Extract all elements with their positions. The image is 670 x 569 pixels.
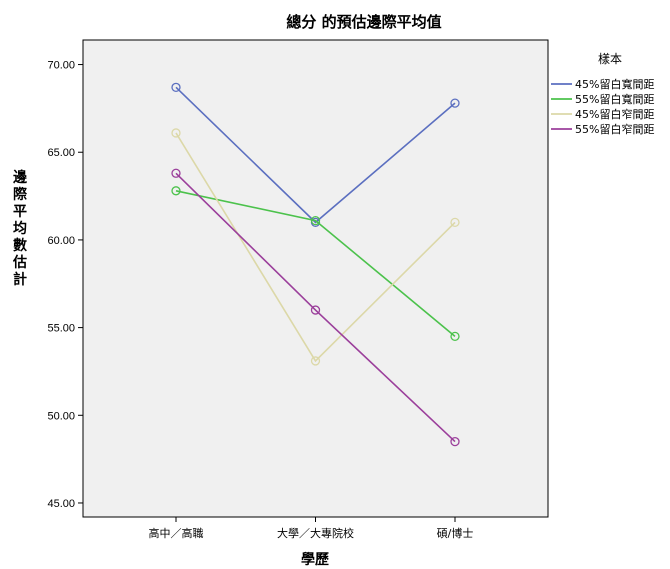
series-1: [171, 82, 460, 228]
series-2: [171, 186, 460, 342]
series-4: [171, 168, 460, 447]
legend-label: 55%留白窄間距: [575, 122, 654, 136]
y-axis-title: 邊際平均數估計: [12, 169, 28, 288]
data-point: [171, 168, 181, 178]
data-point: [171, 128, 181, 138]
data-point: [450, 217, 460, 228]
series-layer: [171, 82, 460, 447]
x-axis: 高中／高職 大學／大專院校 碩/博士: [149, 517, 474, 540]
legend-item: 45%留白窄間距: [551, 107, 654, 121]
series-line: [175, 132, 456, 363]
x-tick-label: 碩/博士: [437, 527, 474, 540]
data-point: [310, 305, 321, 315]
series-3: [171, 128, 460, 366]
series-line: [175, 190, 456, 337]
y-tick-label: 65.00: [47, 147, 75, 159]
legend-label: 55%留白寬間距: [575, 92, 654, 106]
legend-title: 樣本: [598, 51, 622, 66]
y-tick-label: 70.00: [47, 60, 75, 72]
data-point: [171, 82, 181, 92]
series-line: [175, 172, 456, 443]
data-point: [171, 186, 181, 196]
y-tick-label: 55.00: [47, 323, 75, 335]
x-tick-label: 高中／高職: [149, 526, 204, 540]
y-tick-label: 60.00: [47, 235, 75, 247]
plot-area: [82, 39, 549, 518]
data-point: [310, 215, 321, 226]
legend-item: 55%留白窄間距: [551, 122, 654, 136]
y-axis: 45.00 50.00 55.00 60.00 65.00 70.00: [47, 60, 83, 510]
x-axis-title: 學歷: [301, 552, 329, 568]
legend-item: 55%留白寬間距: [551, 92, 654, 106]
data-point: [450, 98, 460, 108]
y-tick-label: 45.00: [47, 498, 75, 510]
data-point: [450, 436, 460, 447]
y-tick-label: 50.00: [47, 410, 75, 422]
series-line: [175, 86, 456, 224]
legend-label: 45%留白窄間距: [575, 107, 654, 121]
data-point: [310, 356, 321, 366]
legend-item: 45%留白寬間距: [551, 77, 654, 91]
chart-title: 總分 的預估邊際平均值: [286, 13, 441, 31]
x-tick-label: 大學／大專院校: [277, 526, 354, 540]
legend-label: 45%留白寬間距: [575, 77, 654, 91]
data-point: [450, 331, 460, 342]
